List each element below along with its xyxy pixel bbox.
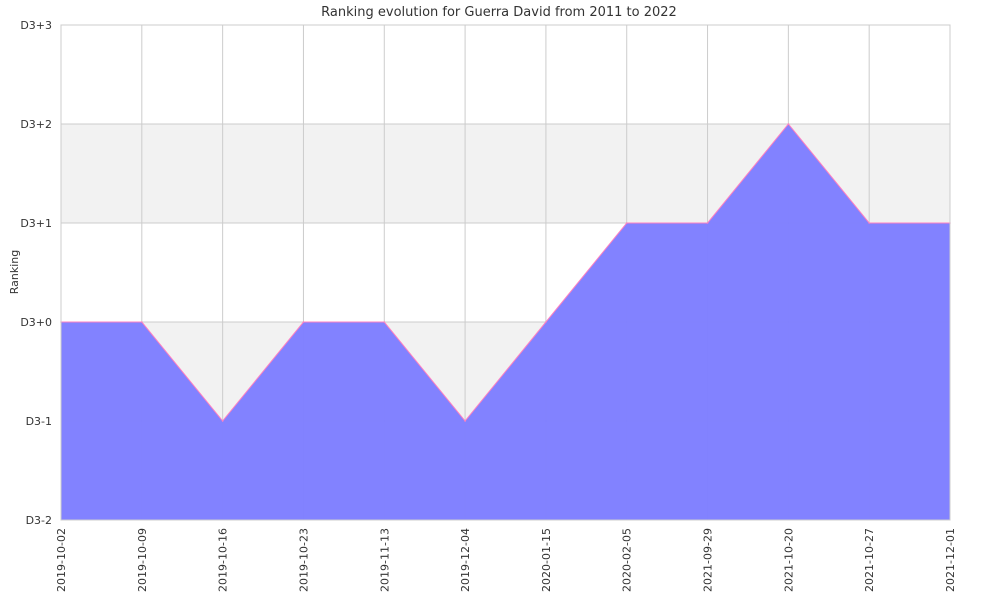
data-point [221,420,224,422]
data-point [868,222,870,224]
data-point [383,321,386,323]
data-point [545,321,547,323]
series-area [61,124,950,520]
y-tick-label: D3+1 [20,217,52,230]
x-tick-label: 2019-11-13 [378,528,391,592]
y-tick-label: D3+2 [20,118,52,131]
x-tick-labels: 2019-10-02 2019-10-09 2019-10-16 2019-10-23… [55,528,957,592]
chart-title: Ranking evolution for Guerra David from … [321,5,677,20]
y-tick-label: D3-2 [26,514,52,527]
x-tick-label: 2019-10-09 [136,528,149,592]
series-line [61,123,950,422]
x-tick-label: 2020-02-05 [621,528,634,592]
data-point [464,420,466,422]
y-tick-label: D3+0 [20,316,52,329]
y-tick-label: D3+3 [20,19,52,32]
plot-frame [60,24,951,521]
y-axis-label: Ranking [8,250,21,295]
x-tick-label: 2021-10-20 [782,528,795,592]
data-point [706,222,709,224]
plot-border [60,24,951,521]
data-point [141,321,143,323]
y-tick-labels: D3-2 D3-1 D3+0 D3+1 D3+2 D3+3 [20,19,52,527]
x-tick-label: 2021-10-27 [863,528,876,592]
data-point [302,321,305,323]
x-tick-label: 2021-09-29 [702,528,715,592]
x-tick-label: 2019-10-23 [297,528,310,592]
x-tick-label: 2020-01-15 [540,528,553,592]
x-tick-label: 2021-12-01 [944,528,957,592]
data-point [625,222,628,224]
x-tick-label: 2019-10-02 [55,528,68,592]
data-point [787,123,790,125]
x-tick-label: 2019-10-16 [217,528,230,592]
y-tick-label: D3-1 [26,415,52,428]
x-tick-label: 2019-12-04 [459,528,472,592]
